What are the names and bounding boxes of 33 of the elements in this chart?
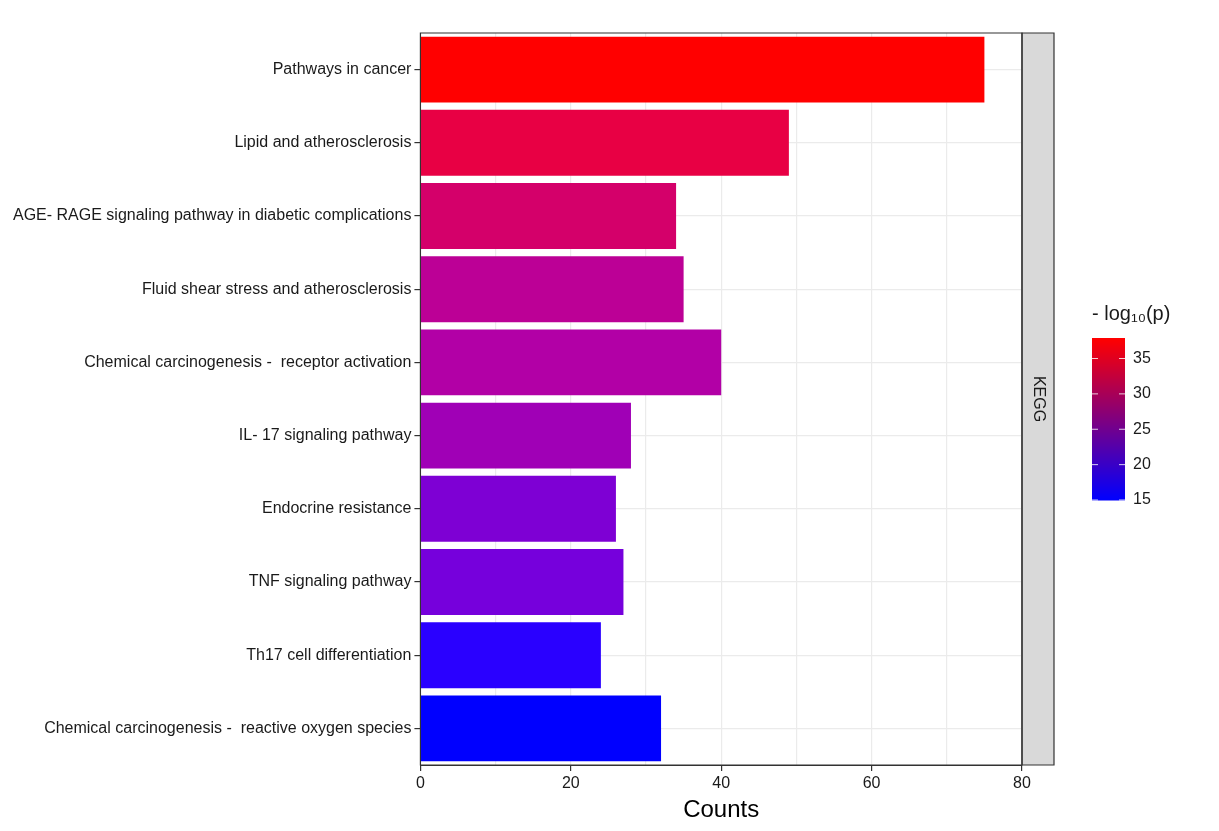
color-bar-label: 25 bbox=[1133, 419, 1151, 437]
y-tick-label: Chemical carcinogenesis - reactive oxygen species bbox=[44, 718, 412, 736]
x-tick-label: 20 bbox=[561, 774, 580, 792]
x-tick-label: 60 bbox=[862, 774, 881, 792]
y-tick-label: Endocrine resistance bbox=[261, 499, 412, 517]
bar bbox=[421, 36, 985, 103]
color-bar-label: 35 bbox=[1133, 348, 1151, 366]
bar bbox=[421, 549, 624, 615]
color-bar-label: 15 bbox=[1133, 490, 1151, 508]
bar bbox=[421, 402, 631, 469]
x-tick-label: 80 bbox=[1013, 774, 1031, 792]
bar bbox=[421, 256, 684, 323]
color-bar-title: - log₁₀(p) bbox=[1092, 302, 1171, 324]
bar bbox=[421, 329, 722, 396]
y-tick-label: IL- 17 signaling pathway bbox=[238, 426, 412, 444]
color-bar-label: 30 bbox=[1133, 384, 1151, 402]
x-axis-title: Counts bbox=[683, 795, 760, 823]
y-tick-label: AGE- RAGE signaling pathway in diabetic complications bbox=[12, 206, 412, 224]
bar bbox=[421, 475, 616, 542]
color-bar-label: 20 bbox=[1133, 455, 1151, 473]
bar bbox=[421, 695, 662, 762]
y-tick-label: Pathways in cancer bbox=[272, 60, 413, 78]
y-tick-label: TNF signaling pathway bbox=[248, 572, 412, 590]
text: KEGG bbox=[1030, 375, 1048, 423]
bar bbox=[421, 183, 677, 249]
y-tick-label: Lipid and atherosclerosis bbox=[234, 133, 412, 151]
bar bbox=[421, 622, 601, 689]
y-tick-label: Fluid shear stress and atherosclerosis bbox=[141, 279, 412, 297]
x-tick-label: 0 bbox=[415, 774, 425, 792]
x-tick-label: 40 bbox=[712, 774, 731, 792]
y-tick-label: Th17 cell differentiation bbox=[246, 645, 412, 663]
bar bbox=[421, 109, 789, 176]
y-tick-label: Chemical carcinogenesis - receptor activation bbox=[84, 352, 412, 370]
